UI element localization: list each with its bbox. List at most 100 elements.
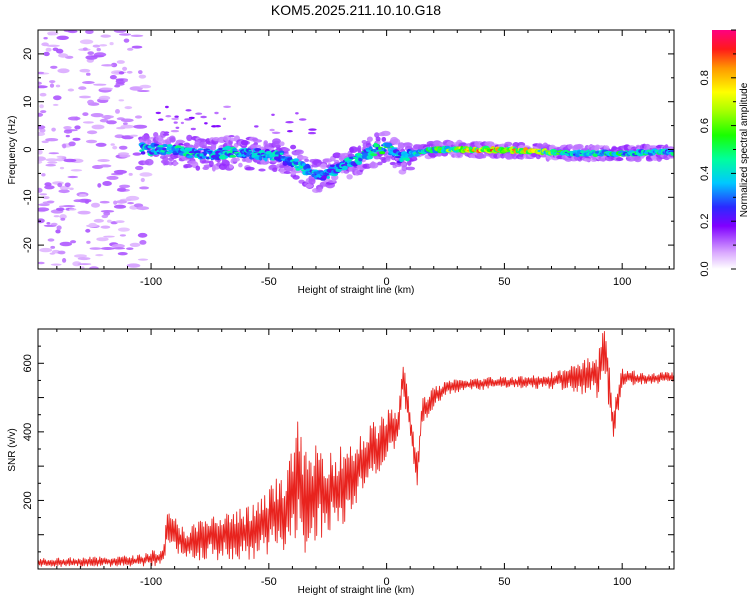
noise-blob [123, 38, 130, 43]
noise-blob [126, 70, 133, 74]
noise-blob [63, 129, 73, 134]
noise-blob [99, 164, 112, 168]
noise-blob [55, 229, 61, 234]
noise-blob [56, 35, 69, 40]
noise-blob [64, 182, 71, 188]
snr-x-axis-label: Height of straight line (km) [298, 585, 415, 596]
noise-blob [120, 118, 134, 123]
ridge-core [245, 153, 250, 157]
scatter-blob [204, 122, 208, 125]
noise-blob [55, 158, 65, 162]
ridge-halo [397, 142, 405, 149]
tick-label: -50 [261, 276, 277, 288]
ridge-core [330, 164, 336, 168]
ridge-core [197, 148, 204, 151]
noise-blob [53, 215, 60, 218]
scatter-blob [228, 135, 235, 138]
tick-label: 600 [22, 354, 34, 372]
noise-blob [52, 103, 59, 106]
noise-blob [98, 95, 111, 101]
noise-blob [78, 193, 87, 197]
noise-blob [53, 95, 62, 101]
noise-blob [99, 200, 110, 204]
noise-blob [59, 205, 65, 208]
noise-blob [77, 263, 92, 266]
noise-blob [43, 37, 48, 40]
noise-blob [48, 152, 60, 155]
ridge-core [390, 147, 398, 150]
noise-blob [67, 30, 78, 34]
noise-blob [38, 218, 45, 224]
noise-blob [102, 181, 112, 186]
tick-label: 0 [384, 576, 390, 588]
ridge-halo [633, 156, 642, 163]
noise-blob [56, 225, 62, 230]
noise-blob [57, 251, 65, 254]
scatter-blob [190, 127, 196, 131]
noise-blob [139, 84, 152, 89]
noise-blob [72, 137, 81, 141]
colorbar-bar [712, 30, 736, 269]
noise-blob [59, 241, 72, 247]
noise-blob [88, 222, 97, 228]
noise-blob [38, 261, 45, 265]
noise-blob [140, 177, 145, 183]
ridge-halo [238, 162, 243, 168]
noise-blob [67, 88, 75, 92]
noise-blob [50, 65, 58, 69]
ridge-halo [256, 144, 262, 148]
snr-series-line [38, 331, 674, 568]
noise-blob [139, 172, 153, 177]
scatter-blob [287, 130, 293, 133]
noise-blob [129, 134, 138, 137]
scatter-blob [173, 121, 178, 124]
ridge-halo [380, 130, 391, 137]
noise-blob [63, 158, 77, 163]
ridge-halo [258, 168, 266, 172]
noise-blob [87, 51, 94, 55]
ridge-halo [411, 156, 417, 160]
noise-blob [59, 214, 67, 220]
ridge-halo [195, 165, 201, 171]
scatter-blob [192, 136, 197, 139]
ridge-core [206, 156, 210, 160]
tick-label: 10 [22, 96, 34, 108]
noise-blob [51, 127, 56, 132]
ridge-halo [567, 144, 573, 150]
ridge-halo [598, 158, 607, 162]
ridge-halo [385, 157, 391, 162]
noise-blob [63, 126, 72, 130]
noise-blob [133, 124, 148, 129]
ridge-halo [305, 183, 314, 188]
scatter-blob [222, 117, 227, 121]
ridge-halo [245, 166, 255, 171]
noise-blob [138, 74, 147, 79]
noise-blob [41, 140, 49, 144]
tick-label: 400 [22, 423, 34, 441]
scatter-blob [195, 112, 203, 115]
colorbar: 0.0 0.2 0.4 0.6 0.8 Normalized spectral ampl… [699, 29, 750, 277]
noise-blob [137, 90, 150, 92]
ridge-core [293, 158, 300, 162]
scatter-blob [200, 115, 207, 119]
noise-blob [68, 208, 77, 211]
scatter-blob [162, 133, 170, 136]
noise-blob [50, 263, 62, 266]
noise-blob [97, 183, 102, 188]
ridge-halo [374, 132, 380, 138]
snr-frame [37, 328, 675, 570]
noise-blob [38, 112, 44, 117]
noise-blob [86, 130, 98, 135]
noise-blob [137, 232, 148, 238]
tick-label: 100 [613, 276, 631, 288]
noise-blob [49, 80, 56, 84]
ridge-core [399, 157, 404, 163]
noise-blob [139, 240, 147, 245]
ridge-halo [272, 140, 281, 148]
noise-blob [70, 240, 77, 244]
ridge-core [342, 165, 348, 170]
scatter-blob [184, 118, 193, 121]
scatter-blob [214, 125, 221, 128]
ridge-halo [381, 136, 387, 142]
